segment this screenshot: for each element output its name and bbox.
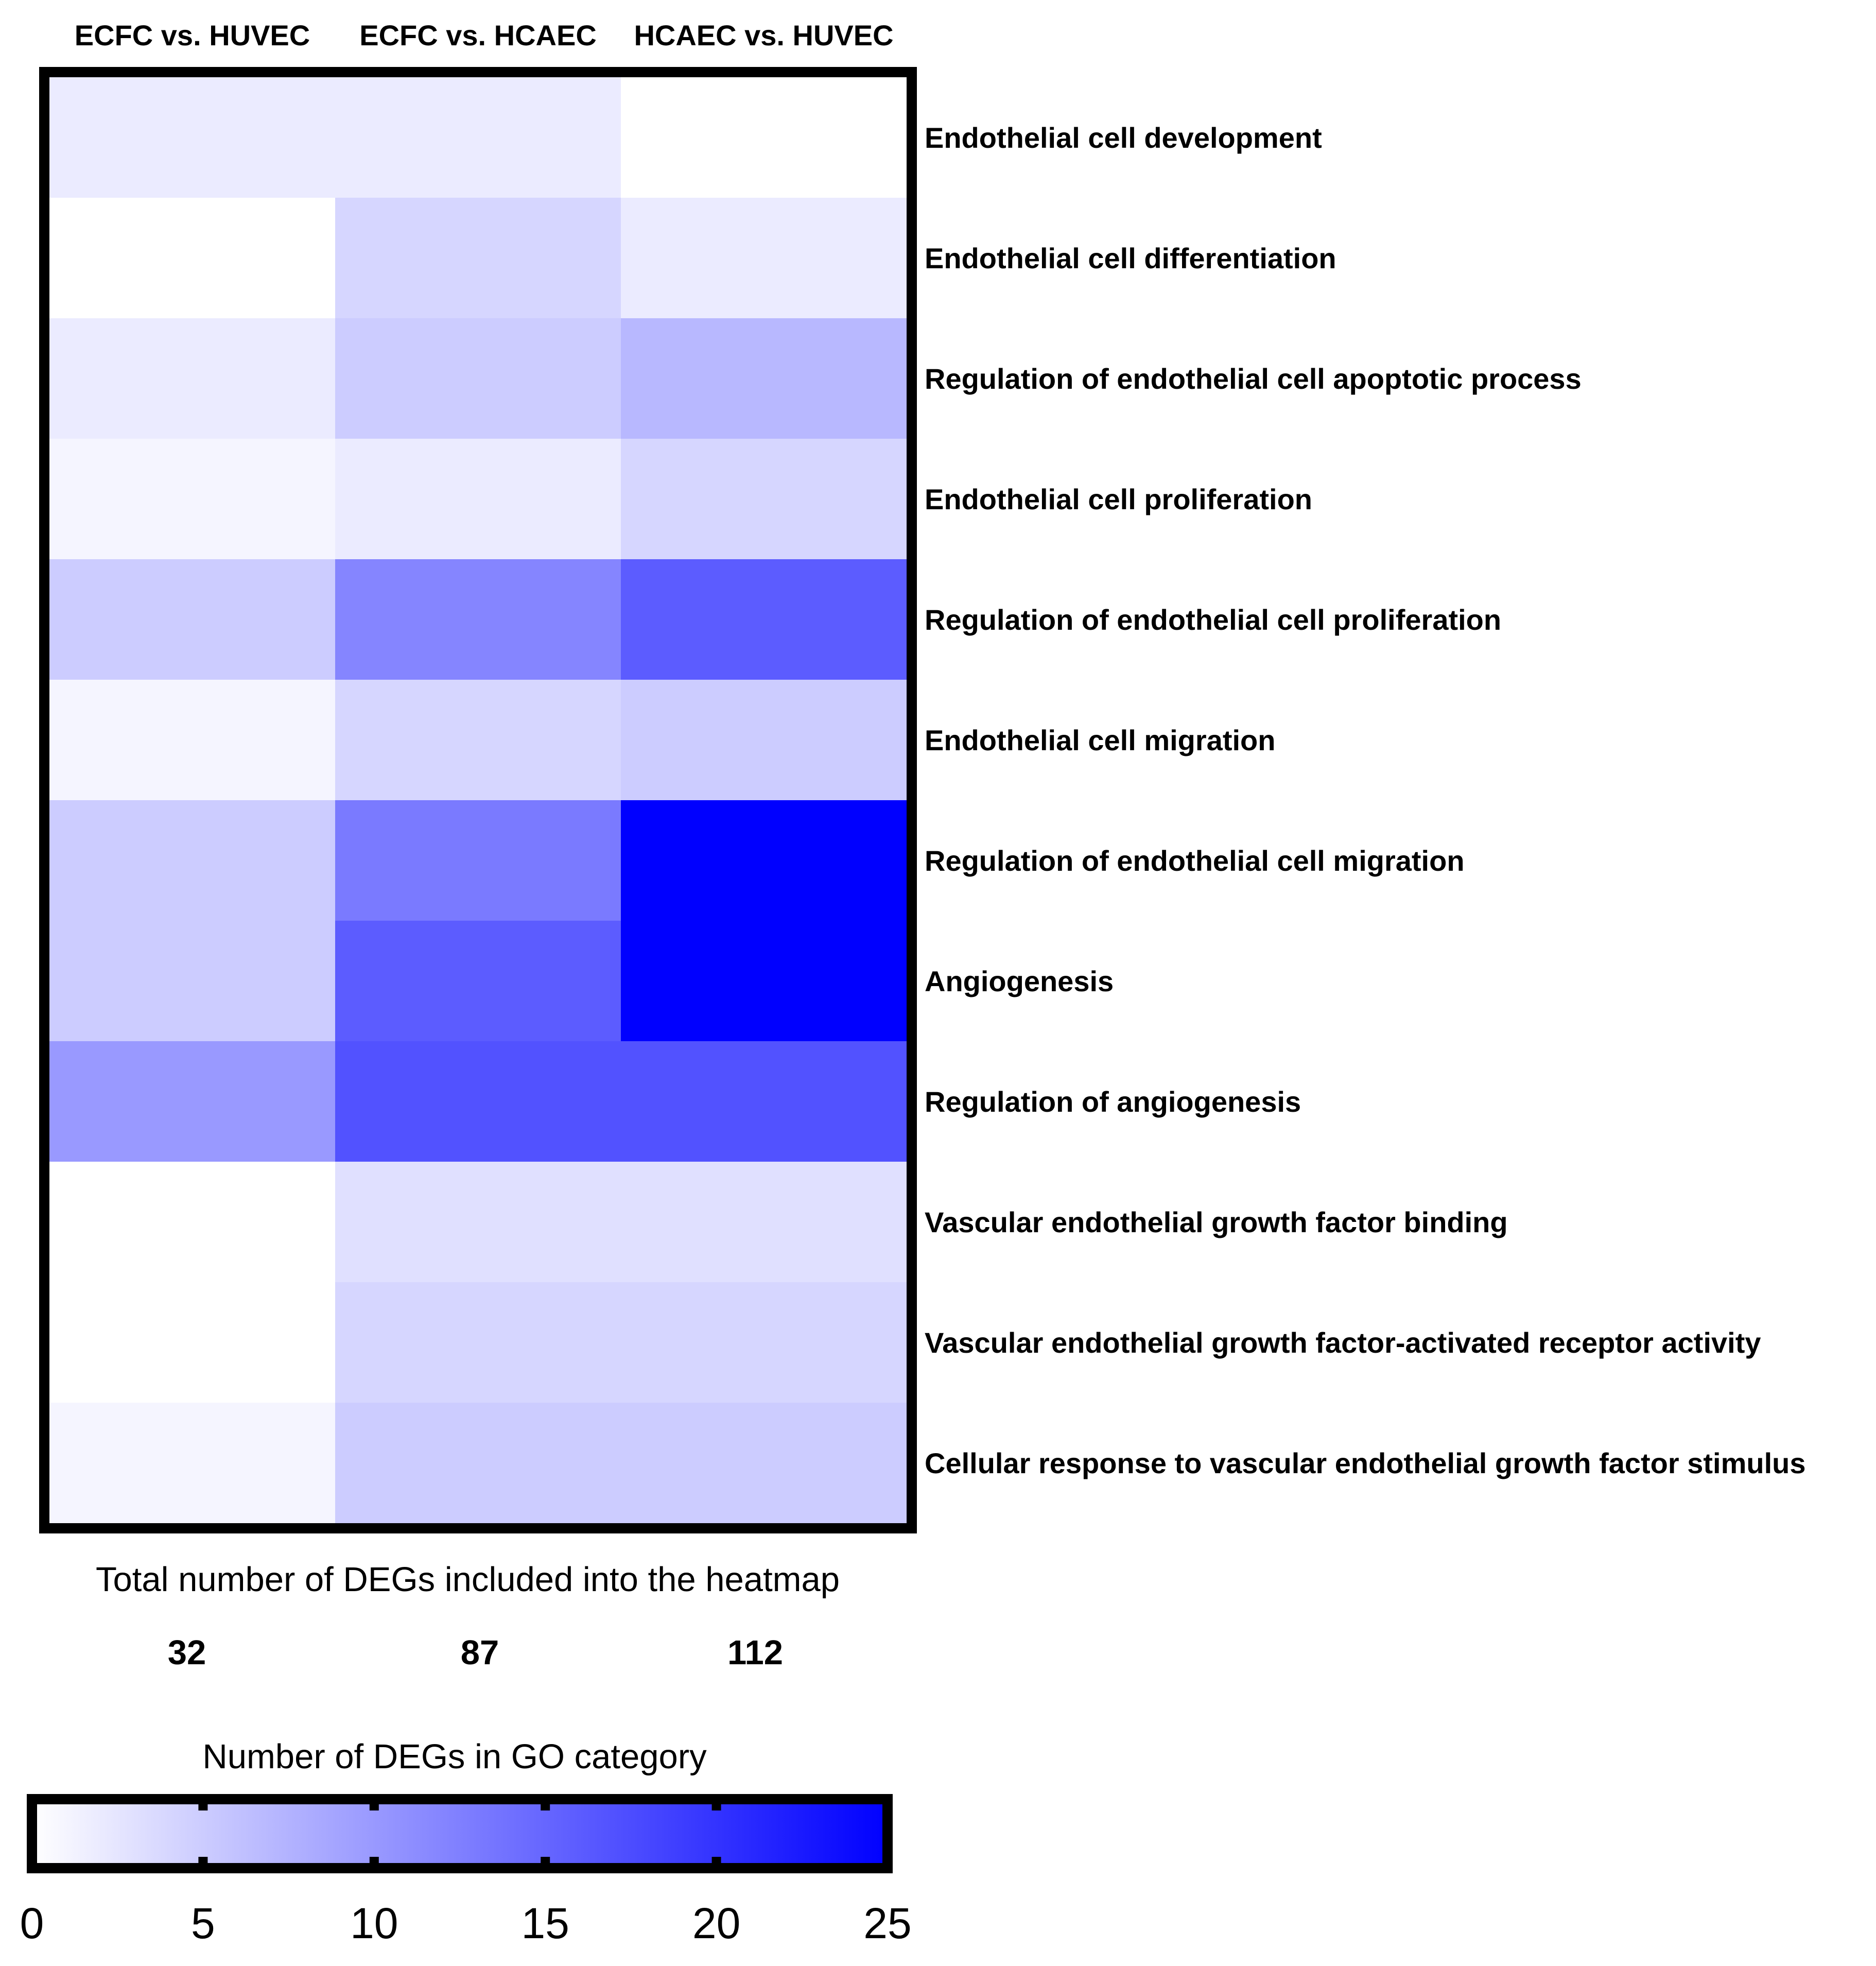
total-value: 32 (168, 1633, 206, 1672)
colorbar-tick-label: 5 (191, 1899, 215, 1947)
colorbar-tick-label: 10 (350, 1899, 398, 1947)
totals-values: 32 87 112 (168, 1633, 783, 1672)
row-label: Vascular endothelial growth factor-activ… (925, 1326, 1761, 1359)
heatmap-cell (621, 559, 907, 680)
heatmap-cell (335, 1403, 621, 1524)
heatmap-cell (49, 800, 336, 921)
heatmap-cell (335, 559, 621, 680)
heatmap-cell (335, 921, 621, 1042)
heatmap-cell (621, 1282, 907, 1403)
heatmap-cell (49, 680, 336, 801)
total-value: 112 (727, 1633, 783, 1672)
row-label: Regulation of endothelial cell prolifera… (925, 603, 1501, 636)
row-label: Endothelial cell migration (925, 724, 1275, 756)
heatmap-cell (335, 77, 621, 198)
heatmap-cell (335, 1041, 621, 1162)
heatmap-cell (49, 198, 336, 319)
row-label: Regulation of angiogenesis (925, 1085, 1301, 1118)
row-label: Vascular endothelial growth factor bindi… (925, 1206, 1508, 1238)
column-header: HCAEC vs. HUVEC (634, 19, 893, 51)
heatmap-cell (335, 439, 621, 560)
heatmap-cell (49, 439, 336, 560)
heatmap-cell (621, 318, 907, 439)
heatmap-cell (621, 1162, 907, 1283)
row-label: Angiogenesis (925, 965, 1114, 997)
heatmap-cell (621, 680, 907, 801)
heatmap-cell (49, 1403, 336, 1524)
colorbar-tick-label: 15 (521, 1899, 569, 1947)
totals-label: Total number of DEGs included into the h… (96, 1560, 840, 1599)
row-label: Endothelial cell development (925, 122, 1322, 154)
heatmap-cell (621, 77, 907, 198)
heatmap-cells (49, 77, 907, 1524)
heatmap-cell (49, 1041, 336, 1162)
heatmap-cell (49, 1162, 336, 1283)
row-label: Endothelial cell proliferation (925, 483, 1312, 515)
heatmap-cell (335, 1282, 621, 1403)
colorbar-ticks (198, 1799, 721, 1868)
heatmap-cell (621, 921, 907, 1042)
heatmap-cell (621, 800, 907, 921)
heatmap-cell (49, 559, 336, 680)
heatmap-cell (49, 77, 336, 198)
heatmap-cell (335, 800, 621, 921)
heatmap-cell (621, 439, 907, 560)
heatmap-cell (335, 1162, 621, 1283)
colorbar-title: Number of DEGs in GO category (202, 1737, 707, 1776)
heatmap-cell (335, 318, 621, 439)
heatmap-cell (49, 921, 336, 1042)
heatmap-cell (621, 198, 907, 319)
row-label: Cellular response to vascular endothelia… (925, 1447, 1806, 1479)
heatmap-cell (335, 198, 621, 319)
heatmap-frame (39, 67, 917, 1533)
heatmap-cell (49, 318, 336, 439)
colorbar-tick-label: 0 (20, 1899, 44, 1947)
total-value: 87 (461, 1633, 499, 1672)
colorbar (27, 1794, 893, 1873)
row-label: Regulation of endothelial cell migration (925, 844, 1465, 877)
row-label: Regulation of endothelial cell apoptotic… (925, 363, 1582, 395)
row-labels: Endothelial cell development Endothelial … (925, 122, 1806, 1479)
colorbar-tick-label: 20 (692, 1899, 740, 1947)
colorbar-tick-labels: 0 5 10 15 20 25 (20, 1899, 912, 1947)
heatmap-cell (621, 1041, 907, 1162)
column-header: ECFC vs. HUVEC (75, 19, 310, 51)
colorbar-tick-label: 25 (863, 1899, 911, 1947)
column-header: ECFC vs. HCAEC (359, 19, 597, 51)
row-label: Endothelial cell differentiation (925, 242, 1336, 274)
column-headers: ECFC vs. HUVEC ECFC vs. HCAEC HCAEC vs. HU… (75, 19, 894, 51)
heatmap-cell (49, 1282, 336, 1403)
heatmap-cell (335, 680, 621, 801)
heatmap-cell (621, 1403, 907, 1524)
